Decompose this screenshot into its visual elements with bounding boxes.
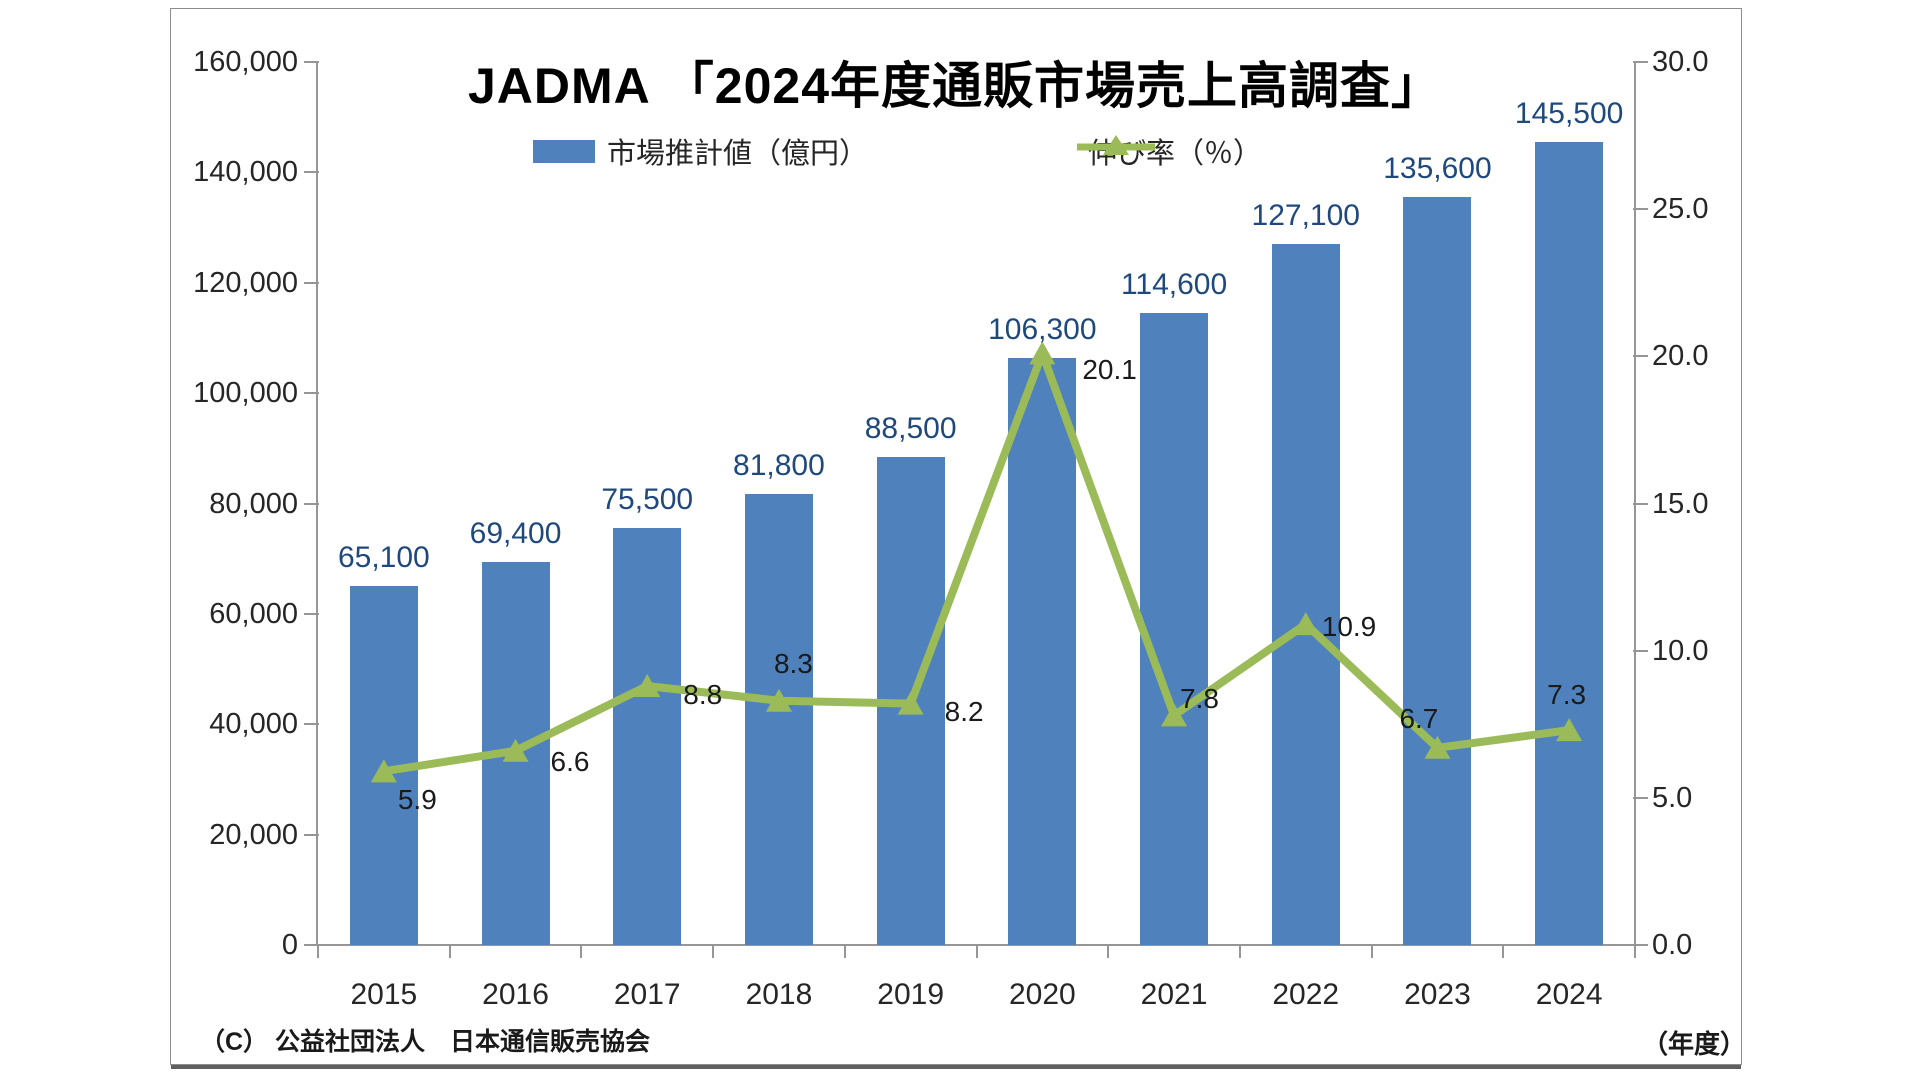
bar-2016 <box>481 561 550 945</box>
rate-label-2017: 8.8 <box>683 678 723 710</box>
rate-label-2021: 7.8 <box>1180 683 1219 715</box>
y-left-tick <box>304 61 319 63</box>
bar-2017 <box>613 528 682 945</box>
x-tick-label-2017: 2017 <box>613 978 681 1011</box>
rate-label-2019: 8.2 <box>944 695 984 727</box>
bar-2015 <box>349 585 418 945</box>
y-left-tick <box>304 944 319 946</box>
bar-value-label-2016: 69,400 <box>469 516 562 550</box>
y-left-tick-label: 100,000 <box>193 377 298 410</box>
bar-value-label-2021: 114,600 <box>1120 267 1228 301</box>
y-left-tick-label: 120,000 <box>193 266 298 299</box>
x-tick-label-2021: 2021 <box>1140 978 1208 1011</box>
y-right-tick-label: 0.0 <box>1652 929 1693 961</box>
x-axis-tick <box>843 945 846 958</box>
y-left-tick-label: 20,000 <box>209 818 298 851</box>
y-right-tick <box>1633 61 1648 63</box>
x-axis-tick <box>448 945 451 958</box>
x-axis-tick <box>1502 945 1505 958</box>
rate-label-2016: 6.6 <box>550 745 590 777</box>
y-left-tick-label: 160,000 <box>193 46 298 78</box>
y-right-tick-label: 5.0 <box>1652 781 1693 814</box>
bar-value-label-2024: 145,500 <box>1514 97 1624 131</box>
bar-value-label-2023: 135,600 <box>1383 151 1492 185</box>
x-axis-tick <box>1107 945 1110 958</box>
rate-label-2018: 8.3 <box>773 647 813 679</box>
bar-2024 <box>1535 142 1604 945</box>
copyright-text: （C） 公益社団法人 日本通信販売協会 <box>200 1028 651 1056</box>
x-axis-unit-label: （年度） <box>1642 1029 1747 1059</box>
rate-label-2024: 7.3 <box>1547 679 1587 711</box>
x-axis-tick <box>1370 945 1373 958</box>
x-axis-tick <box>580 945 583 958</box>
y-left-tick <box>304 281 319 284</box>
x-axis-tick <box>712 945 715 958</box>
bar-2018 <box>744 493 813 945</box>
rate-label-2015: 5.9 <box>397 784 437 816</box>
x-axis-tick <box>1634 945 1636 958</box>
y-left-tick-label: 0 <box>281 929 298 961</box>
x-tick-label-2022: 2022 <box>1272 978 1340 1011</box>
bar-value-label-2020: 106,300 <box>988 313 1097 347</box>
bar-value-label-2022: 127,100 <box>1251 198 1360 232</box>
legend-label-line-series: 伸び率（％） <box>1088 138 1263 170</box>
bar-2022 <box>1271 243 1340 945</box>
bar-2020 <box>1008 358 1077 945</box>
x-tick-label-2015: 2015 <box>350 978 418 1011</box>
chart-title: JADMA 「2024年度通販市場売上高調査」 <box>467 58 1443 114</box>
y-right-tick <box>1633 796 1648 799</box>
y-right-tick <box>1633 502 1648 505</box>
y-left-tick-label: 40,000 <box>209 708 298 741</box>
x-axis-tick <box>317 945 319 958</box>
y-left-tick <box>304 723 319 726</box>
x-tick-label-2020: 2020 <box>1008 978 1076 1011</box>
y-left-tick <box>304 171 319 174</box>
legend-item-bar-series: 市場推計値（億円） <box>533 134 868 170</box>
y-left-tick-label: 60,000 <box>209 597 298 630</box>
bar-2023 <box>1403 196 1472 945</box>
x-axis-tick <box>1238 945 1241 958</box>
y-left-tick-label: 80,000 <box>209 487 298 520</box>
x-axis-tick <box>975 945 978 958</box>
rate-label-2022: 10.9 <box>1321 611 1377 643</box>
x-tick-label-2019: 2019 <box>877 978 945 1011</box>
rate-label-2020: 20.1 <box>1082 354 1137 386</box>
y-right-tick-label: 15.0 <box>1652 487 1709 520</box>
x-axis-line <box>316 944 1643 946</box>
bar-value-label-2017: 75,500 <box>601 483 694 517</box>
rate-label-2023: 6.7 <box>1399 702 1439 734</box>
x-tick-label-2023: 2023 <box>1404 978 1471 1011</box>
y-right-tick <box>1633 208 1648 211</box>
y-right-tick-label: 25.0 <box>1652 193 1709 226</box>
bar-2021 <box>1140 312 1209 945</box>
y-right-tick <box>1633 944 1648 946</box>
y-right-tick-label: 20.0 <box>1652 340 1709 373</box>
x-tick-label-2024: 2024 <box>1535 978 1603 1011</box>
bar-series-swatch-icon <box>533 139 595 163</box>
y-left-tick <box>304 612 319 615</box>
y-right-tick-label: 10.0 <box>1652 634 1709 667</box>
y-left-tick <box>304 392 319 395</box>
x-tick-label-2016: 2016 <box>482 978 549 1011</box>
bar-value-label-2019: 88,500 <box>864 411 957 445</box>
y-left-tick <box>304 502 319 505</box>
legend-item-line-series: 伸び率（％） <box>1076 134 1262 170</box>
y-right-tick <box>1633 355 1648 358</box>
y-left-tick-label: 140,000 <box>193 156 298 189</box>
bar-value-label-2018: 81,800 <box>733 448 825 482</box>
bar-2019 <box>876 456 945 945</box>
y-right-tick-label: 30.0 <box>1652 46 1709 78</box>
x-tick-label-2018: 2018 <box>745 978 813 1011</box>
y-right-tick <box>1633 649 1648 652</box>
legend-label-bar-series: 市場推計値（億円） <box>607 138 869 170</box>
y-left-tick <box>304 833 319 836</box>
